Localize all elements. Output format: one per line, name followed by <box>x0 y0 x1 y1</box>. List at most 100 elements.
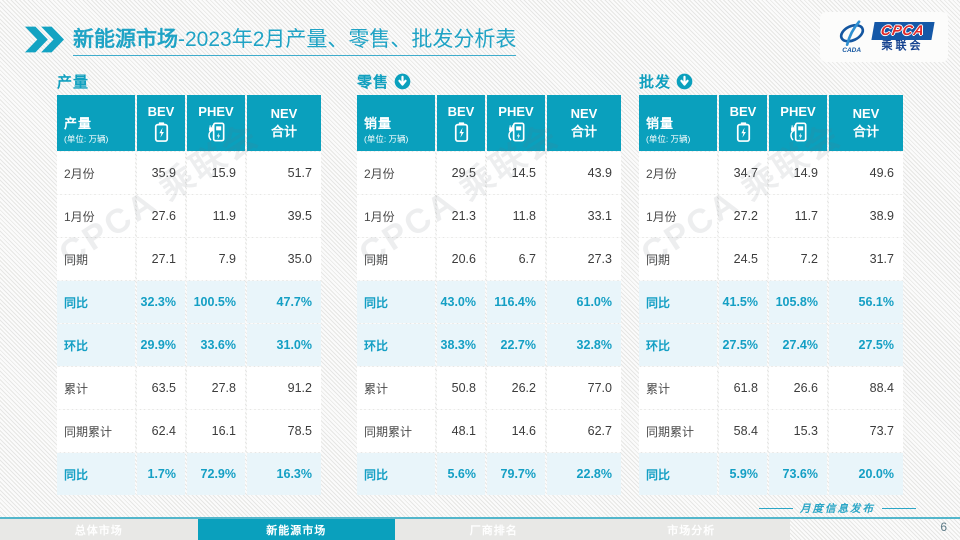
col-header-phev: PHEV <box>187 95 245 151</box>
cell-value: 72.9% <box>187 453 245 495</box>
row-label: 同期 <box>57 238 135 280</box>
row-label: 同期 <box>639 238 717 280</box>
row-label: 同比 <box>639 453 717 495</box>
bottom-tab-1[interactable]: 总体市场 <box>0 519 198 540</box>
measure-header-cell: 销量 (单位: 万辆) <box>357 95 435 151</box>
cell-value: 33.6% <box>187 324 245 366</box>
bottom-tab-3[interactable]: 厂商排名 <box>395 519 593 540</box>
section-title: 批发 <box>639 74 672 91</box>
cell-value: 15.3 <box>769 410 827 452</box>
section-title: 零售 <box>357 74 390 91</box>
cell-value: 39.5 <box>247 195 321 237</box>
row-label: 2月份 <box>357 152 435 194</box>
cell-value: 88.4 <box>829 367 903 409</box>
cell-value: 14.5 <box>487 152 545 194</box>
cell-value: 61.8 <box>719 367 767 409</box>
row-label: 1月份 <box>639 195 717 237</box>
row-label: 环比 <box>357 324 435 366</box>
row-label: 累计 <box>57 367 135 409</box>
col-nev-line1: NEV <box>852 106 880 122</box>
cell-value: 11.9 <box>187 195 245 237</box>
unit-label: (单位: 万辆) <box>64 134 109 144</box>
cada-swoosh: CADA <box>836 20 868 55</box>
row-label: 同期累计 <box>57 410 135 452</box>
cell-value: 11.7 <box>769 195 827 237</box>
cell-value: 7.9 <box>187 238 245 280</box>
bottom-tab-4[interactable]: 市场分析 <box>592 519 790 540</box>
cpca-logo: CADA CPCA 乘联会 <box>820 12 948 62</box>
cell-value: 5.6% <box>437 453 485 495</box>
down-arrow-icon <box>676 73 693 90</box>
cell-value: 63.5 <box>137 367 185 409</box>
cell-value: 62.4 <box>137 410 185 452</box>
row-label: 同比 <box>357 453 435 495</box>
row-label: 同比 <box>357 281 435 323</box>
row-label: 2月份 <box>57 152 135 194</box>
cell-value: 38.3% <box>437 324 485 366</box>
cell-value: 43.0% <box>437 281 485 323</box>
cell-value: 27.4% <box>769 324 827 366</box>
data-table: 产量 (单位: 万辆) BEV PHEV <box>57 95 321 495</box>
cell-value: 38.9 <box>829 195 903 237</box>
bottom-tab-bar: 总体市场 新能源市场 厂商排名 市场分析 <box>0 519 790 540</box>
cell-value: 77.0 <box>547 367 621 409</box>
cell-value: 15.9 <box>187 152 245 194</box>
bottom-tab-2[interactable]: 新能源市场 <box>197 519 395 540</box>
cell-value: 7.2 <box>769 238 827 280</box>
measure-label: 销量 <box>364 116 393 131</box>
row-label: 环比 <box>57 324 135 366</box>
page-number: 6 <box>940 520 947 534</box>
cell-value: 26.6 <box>769 367 827 409</box>
measure-header-cell: 销量 (单位: 万辆) <box>639 95 717 151</box>
cell-value: 16.3% <box>247 453 321 495</box>
col-header-bev: BEV <box>437 95 485 151</box>
cell-value: 31.0% <box>247 324 321 366</box>
cell-value: 5.9% <box>719 453 767 495</box>
charging-station-icon <box>790 122 807 142</box>
cell-value: 32.8% <box>547 324 621 366</box>
row-label: 同期 <box>357 238 435 280</box>
cell-value: 27.6 <box>137 195 185 237</box>
cell-value: 24.5 <box>719 238 767 280</box>
cell-value: 43.9 <box>547 152 621 194</box>
cell-value: 27.8 <box>187 367 245 409</box>
publication-label: 月度信息发布 <box>759 501 916 516</box>
col-header-nev: NEV 合计 <box>247 95 321 151</box>
table-section: 产量 产量 (单位: 万辆) BEV PHEV <box>53 70 321 495</box>
cell-value: 29.9% <box>137 324 185 366</box>
cell-value: 35.0 <box>247 238 321 280</box>
cell-value: 33.1 <box>547 195 621 237</box>
row-label: 累计 <box>639 367 717 409</box>
cell-value: 49.6 <box>829 152 903 194</box>
cada-label: CADA <box>842 46 862 54</box>
cell-value: 14.9 <box>769 152 827 194</box>
unit-label: (单位: 万辆) <box>646 134 691 144</box>
cell-value: 16.1 <box>187 410 245 452</box>
col-nev-line2: 合计 <box>852 123 879 139</box>
down-arrow-icon <box>394 73 411 90</box>
col-phev-label: PHEV <box>780 104 816 119</box>
section-head: 产量 <box>57 70 321 93</box>
charging-station-icon <box>208 122 225 142</box>
cell-value: 22.8% <box>547 453 621 495</box>
cell-value: 27.5% <box>829 324 903 366</box>
section-head: 批发 <box>639 70 903 93</box>
cell-value: 27.3 <box>547 238 621 280</box>
col-nev-line1: NEV <box>570 106 598 122</box>
cell-value: 61.0% <box>547 281 621 323</box>
row-label: 同比 <box>639 281 717 323</box>
cell-value: 58.4 <box>719 410 767 452</box>
col-phev-label: PHEV <box>498 104 534 119</box>
cell-value: 35.9 <box>137 152 185 194</box>
cell-value: 26.2 <box>487 367 545 409</box>
col-header-phev: PHEV <box>769 95 827 151</box>
cell-value: 32.3% <box>137 281 185 323</box>
row-label: 同期累计 <box>639 410 717 452</box>
cell-value: 27.5% <box>719 324 767 366</box>
cell-value: 27.2 <box>719 195 767 237</box>
row-label: 同期累计 <box>357 410 435 452</box>
cell-value: 51.7 <box>247 152 321 194</box>
cell-value: 11.8 <box>487 195 545 237</box>
cell-value: 41.5% <box>719 281 767 323</box>
